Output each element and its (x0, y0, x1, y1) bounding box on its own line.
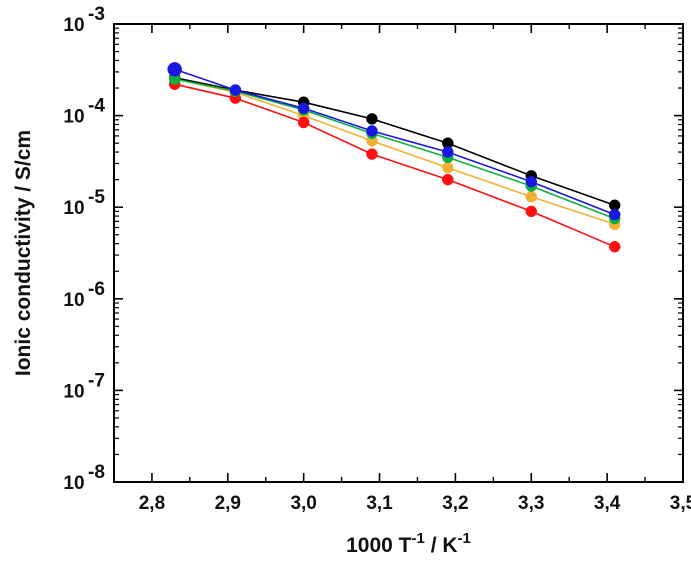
x-tick-label: 3,5 (670, 493, 691, 514)
x-tick-label: 3,0 (290, 493, 316, 514)
data-point (442, 173, 454, 186)
x-tick-label: 2,8 (139, 493, 165, 514)
data-point (525, 205, 538, 218)
y-tick-label: 10 (63, 15, 84, 36)
data-point (297, 116, 310, 129)
axis-labels: 2,8 2,9 3,0 3,1 3,2 3,3 3,4 3,510-810-710-610-5… (12, 4, 691, 557)
y-tick-label: 10 (63, 290, 84, 311)
y-tick-exponent: -7 (88, 370, 105, 391)
data-point (442, 161, 454, 174)
data-point (229, 84, 242, 96)
data-point (366, 125, 378, 137)
y-tick-label: 10 (63, 198, 84, 219)
y-tick-exponent: -5 (88, 187, 105, 208)
data-point (525, 191, 538, 203)
data-point (608, 208, 621, 221)
x-tick-label: 3,3 (518, 493, 544, 514)
data-point (167, 62, 182, 77)
x-tick-label: 3,2 (442, 493, 468, 514)
y-axis-title: Ionic conductivity / S/cm (12, 130, 35, 376)
data-point (366, 148, 378, 160)
y-tick-exponent: -6 (88, 279, 105, 300)
data-point (608, 241, 621, 253)
x-axis-title: 1000 T-1 / K-1 (346, 530, 471, 557)
y-tick-exponent: -8 (88, 462, 105, 483)
data-point (366, 113, 378, 125)
x-tick-label: 3,4 (594, 493, 621, 514)
chart-marks (167, 62, 621, 253)
x-tick-label: 2,9 (215, 493, 241, 514)
y-tick-label: 10 (63, 381, 84, 402)
y-tick-exponent: -3 (88, 4, 105, 25)
x-tick-label: 3,1 (366, 493, 393, 514)
y-tick-label: 10 (63, 473, 84, 494)
plot-axes (113, 23, 684, 483)
data-point (297, 102, 310, 115)
plot-frame (113, 23, 684, 483)
data-point (442, 146, 454, 158)
y-tick-label: 10 (63, 107, 84, 128)
y-tick-exponent: -4 (88, 96, 105, 117)
data-point (525, 175, 538, 188)
series-line (174, 83, 616, 248)
